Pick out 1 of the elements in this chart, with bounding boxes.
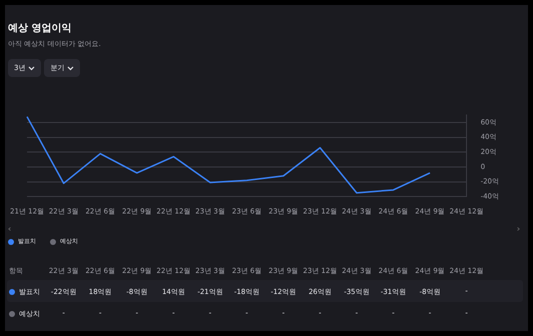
chart-title: 예상 영업이익 bbox=[8, 22, 72, 35]
